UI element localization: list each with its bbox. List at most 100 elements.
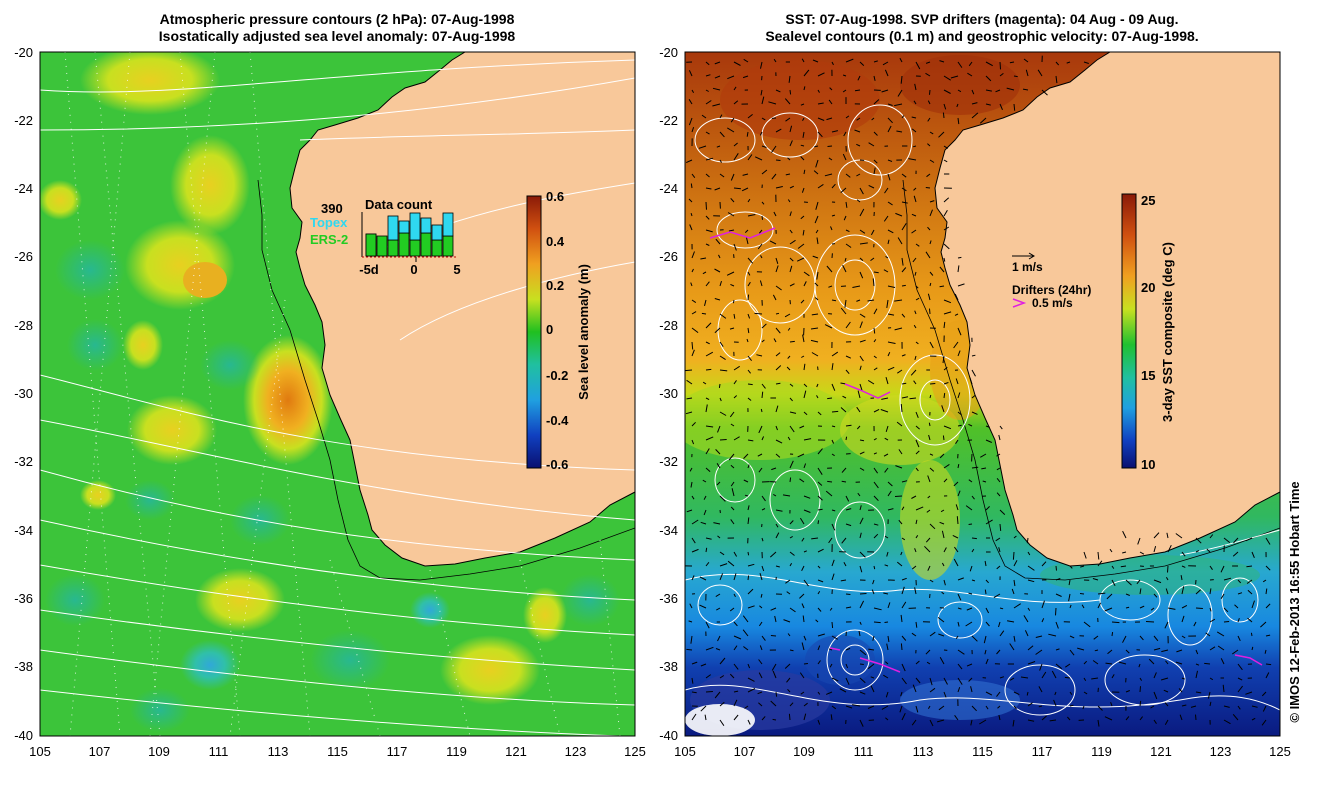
velocity-vector [832,622,833,628]
velocity-vector [773,719,776,720]
velocity-vector [748,575,749,580]
velocity-vector [943,113,944,118]
right-x-tick: 111 [854,744,874,759]
right-y-tick: -28 [659,318,678,333]
left-map-panel: Atmospheric pressure contours (2 hPa): 0… [14,11,646,759]
velocity-vector [1056,608,1057,615]
velocity-vector [1065,677,1070,678]
legend-topex: Topex [310,215,348,230]
velocity-vector [846,594,850,595]
right-x-tick: 125 [1269,744,1291,759]
data-count-x-label: -5d [359,262,379,277]
velocity-vector [985,590,986,594]
velocity-vector [706,692,713,693]
velocity-vector [832,300,836,301]
right-x-tick: 113 [913,744,934,759]
velocity-vector [734,188,741,189]
velocity-vector [706,548,707,552]
velocity-vector [762,392,763,398]
sla-colorbar-tick: -0.4 [546,413,569,428]
velocity-vector [691,184,692,189]
right-y-tick: -32 [659,454,678,469]
left-y-tick: -32 [14,454,33,469]
velocity-vector [958,425,962,426]
data-count-x-label: 0 [410,262,417,277]
drifters-legend-speed: 0.5 m/s [1032,296,1073,310]
velocity-vector [874,272,879,273]
velocity-vector [804,664,808,665]
velocity-vector [762,216,763,220]
velocity-vector [1014,76,1018,77]
velocity-vector [901,643,902,650]
left-x-tick: 105 [29,744,51,759]
velocity-vector [1080,594,1084,595]
sst-colorbar-label: 3-day SST composite (deg C) [1160,242,1175,422]
sla-colorbar-label: Sea level anomaly (m) [576,264,591,400]
left-y-tick: -30 [14,386,33,401]
count-bar-ers2 [399,233,409,256]
velocity-vector [1266,664,1271,665]
velocity-vector [771,636,776,637]
velocity-vector [944,393,945,398]
count-bar-ers2 [432,240,442,256]
velocity-vector [929,423,930,426]
velocity-vector [855,90,860,91]
right-y-tick: -38 [659,659,678,674]
velocity-vector [748,295,749,300]
velocity-vector [895,496,902,497]
sla-colorbar-tick: 0 [546,322,553,337]
velocity-vector [972,538,977,539]
count-bar-topex [399,221,409,233]
velocity-vector [902,285,906,286]
left-x-tick: 113 [268,744,289,759]
sst-colorbar-tick: 15 [1141,368,1155,383]
left-x-axis: 105 107 109 111 113 115 117 119 121 123 … [29,744,646,759]
left-map-plot-area[interactable] [38,45,635,736]
left-x-tick: 125 [624,744,646,759]
velocity-vector [776,313,779,314]
velocity-vector [818,520,819,524]
velocity-vector [1056,566,1057,571]
velocity-vector [860,594,867,595]
legend-ers2: ERS-2 [310,232,348,247]
velocity-vector [832,411,838,412]
velocity-vector [846,437,847,440]
velocity-vector [1126,607,1129,608]
left-x-tick: 109 [148,744,170,759]
right-y-tick: -34 [659,523,678,538]
velocity-vector [686,649,692,650]
left-y-tick: -26 [14,249,33,264]
velocity-vector [1112,632,1113,636]
left-map-title-line2: Isostatically adjusted sea level anomaly… [159,28,516,44]
left-y-tick: -24 [14,181,33,196]
velocity-vector [874,566,875,569]
left-y-tick: -28 [14,318,33,333]
velocity-vector [1000,524,1001,531]
velocity-vector [1168,566,1169,573]
right-y-tick: -20 [659,45,678,60]
left-x-tick: 117 [387,744,408,759]
velocity-vector [828,146,833,147]
right-y-tick: -30 [659,386,678,401]
sla-colorbar-tick: 0.4 [546,234,565,249]
left-x-tick: 123 [565,744,587,759]
right-y-tick: -22 [659,113,678,128]
count-bar-ers2 [388,240,398,256]
count-bar-ers2 [421,233,431,256]
credit-text: © IMOS 12-Feb-2013 16:55 Hobart Time [1287,481,1302,722]
left-map-title-line1: Atmospheric pressure contours (2 hPa): 0… [160,11,515,27]
right-x-tick: 123 [1210,744,1232,759]
velocity-vector [790,478,791,483]
right-map-panel: SST: 07-Aug-1998. SVP drifters (magenta)… [659,11,1291,759]
velocity-vector [1000,62,1001,69]
left-x-tick: 119 [446,744,467,759]
velocity-vector [1140,701,1141,706]
right-map-plot-area[interactable] [670,52,1280,736]
right-x-tick: 117 [1032,744,1053,759]
velocity-vector [761,409,762,412]
data-count-max: 390 [321,201,343,216]
velocity-vector [943,436,944,441]
count-bar-topex [410,213,420,240]
right-y-axis: -20 -22 -24 -26 -28 -30 -32 -34 -36 -38 … [659,45,678,743]
velocity-vector [957,516,958,524]
